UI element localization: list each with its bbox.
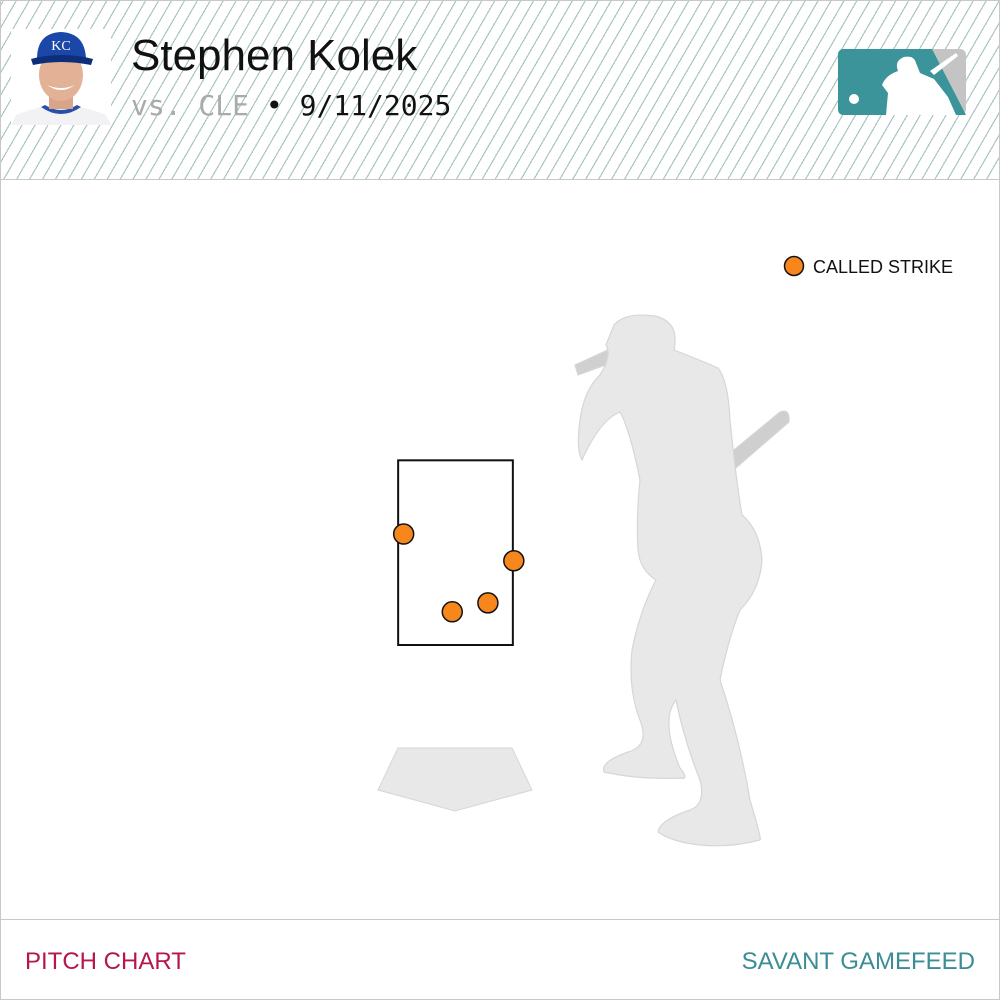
- pitch-point: [503, 550, 525, 572]
- separator: •: [265, 89, 283, 122]
- pitch-point: [477, 592, 499, 614]
- opponent: vs. CLE: [131, 89, 250, 122]
- player-avatar: KC: [11, 29, 111, 125]
- game-info: vs. CLE • 9/11/2025: [131, 89, 451, 122]
- game-date: 9/11/2025: [299, 89, 452, 122]
- pitch-point: [441, 601, 464, 623]
- pitch-chart: CALLED STRIKE: [377, 255, 953, 847]
- legend: CALLED STRIKE: [783, 255, 953, 277]
- player-name: Stephen Kolek: [131, 31, 418, 80]
- pitch-point: [392, 523, 415, 545]
- mlb-logo: [838, 49, 966, 120]
- pitch-points: [392, 523, 525, 623]
- team-logo-text: KC: [51, 39, 70, 54]
- savant-gamefeed-link[interactable]: SAVANT GAMEFEED: [741, 948, 975, 975]
- footer: PITCH CHART SAVANT GAMEFEED: [1, 919, 999, 1000]
- legend-swatch: [783, 255, 805, 277]
- home-plate: [377, 747, 533, 812]
- batter-silhouette: [574, 314, 790, 847]
- header: KC Stephen Kolek vs. CLE • 9/11/2025: [1, 1, 999, 180]
- pitch-chart-link[interactable]: PITCH CHART: [25, 948, 186, 975]
- legend-label: CALLED STRIKE: [813, 257, 953, 277]
